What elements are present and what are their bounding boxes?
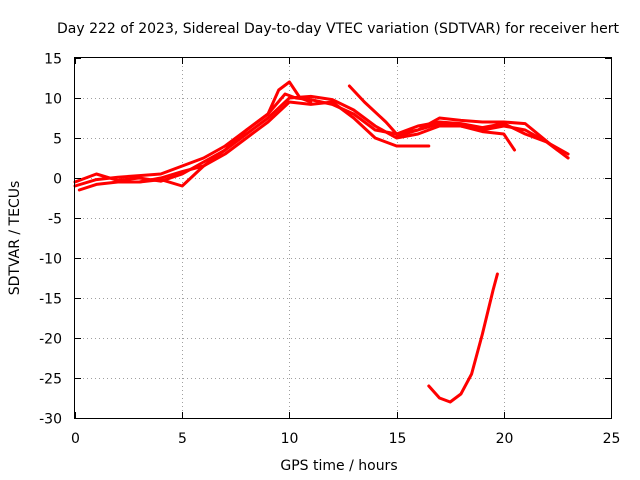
series-line-track-1	[73, 92, 570, 188]
y-tick-label: 15	[44, 52, 62, 68]
x-tick-label: 20	[496, 431, 514, 447]
y-tick-label: 0	[53, 172, 62, 188]
series-line-track-4	[137, 80, 313, 184]
series-line-track-2	[73, 94, 570, 184]
x-tick-label: 15	[389, 431, 407, 447]
x-tick-label: 25	[603, 431, 621, 447]
y-tick-label: 10	[44, 92, 62, 108]
x-tick-label: 10	[281, 431, 299, 447]
y-tick-label: -30	[39, 412, 62, 428]
y-axis-label: SDTVAR / TECUs	[7, 181, 23, 296]
ticks	[75, 58, 612, 419]
series-line-track-5	[347, 84, 559, 152]
x-tick-label: 0	[71, 431, 80, 447]
series-line-track-3	[77, 100, 431, 192]
y-tick-label: -15	[39, 292, 62, 308]
y-tick-label: -20	[39, 332, 62, 348]
plot-frame	[74, 57, 612, 419]
grid	[75, 58, 611, 418]
x-tick-label: 5	[178, 431, 187, 447]
tick-labels: 0 5 10 15 20 25 15 10 5 0 -5 -10 -15 -20 -25 -30	[39, 52, 620, 448]
y-tick-label: 5	[53, 132, 62, 148]
y-tick-label: -5	[48, 212, 62, 228]
chart-title: Day 222 of 2023, Sidereal Day-to-day VTE…	[57, 21, 619, 37]
x-axis-label: GPS time / hours	[280, 458, 397, 474]
series-group	[73, 80, 570, 404]
y-tick-label: -10	[39, 252, 62, 268]
y-tick-label: -25	[39, 372, 62, 388]
series-line-track-7	[427, 272, 499, 404]
series-line-track-6	[395, 122, 516, 152]
